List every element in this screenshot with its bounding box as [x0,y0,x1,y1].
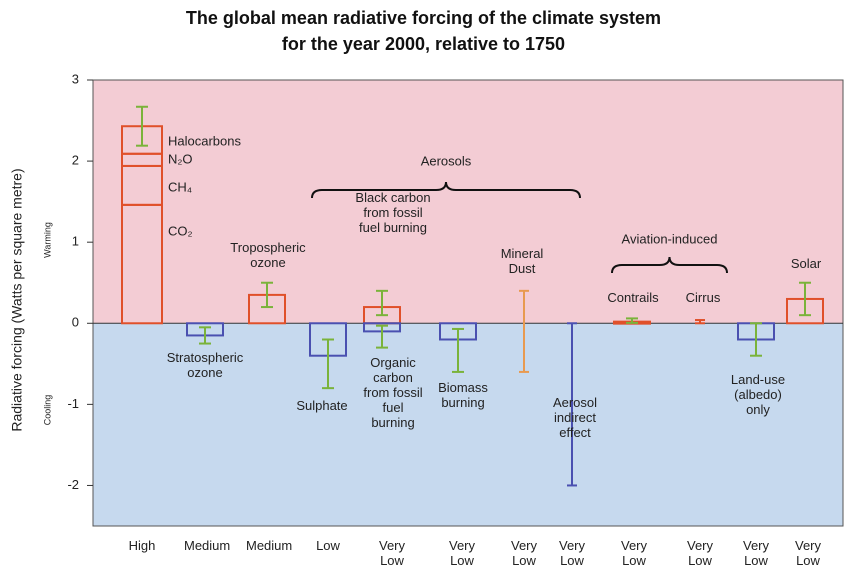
bar-label: Cirrus [685,290,721,305]
bar-label: Land-use (albedo) only [730,372,786,417]
y-tick-label: 2 [72,153,79,168]
bar-label: Aerosol indirect effect [552,395,598,440]
level-label: Very Low [742,538,769,568]
chart-title: for the year 2000, relative to 1750 [281,34,566,54]
warming-area [93,80,843,324]
level-label: Very Low [620,538,647,568]
bar-label: Organic carbon from fossil fuel burning [363,355,423,430]
level-label: Very Low [378,538,405,568]
segment-label: Halocarbons [168,133,241,148]
bar-label: Tropospheric ozone [230,240,306,270]
bar-label: Biomass burning [438,380,488,410]
level-label: High [128,538,156,553]
level-label: Very Low [510,538,537,568]
y-axis-label: Radiative forcing (Watts per square metr… [9,168,25,431]
plot-frame [92,79,844,527]
group-brace [611,256,728,274]
group-brace [311,181,581,199]
bar-label: Contrails [607,290,659,305]
segment-label: CH₄ [168,179,192,194]
warming-label: Warming [42,222,52,258]
y-tick-label: -1 [67,396,79,411]
group-label: Aerosols [421,153,472,168]
level-label: Low [316,538,340,553]
level-label: Medium [246,538,293,553]
group-label: Aviation-induced [622,231,718,246]
segment-label: N₂O [168,151,193,166]
y-tick-label: 1 [72,234,79,249]
cooling-area [93,323,843,526]
level-label: Very Low [448,538,475,568]
bar-label: Mineral Dust [500,246,544,276]
bar-label: Black carbon from fossil fuel burning [355,190,431,235]
level-label: Medium [184,538,231,553]
level-label: Very Low [686,538,713,568]
segment-label: CO₂ [168,223,193,238]
level-label: Very Low [794,538,821,568]
y-tick-label: 3 [72,71,79,86]
bar-label: Solar [790,256,822,271]
chart-title: The global mean radiative forcing of the… [185,8,662,28]
bar-label: Stratospheric ozone [166,350,244,380]
y-tick-label: 0 [72,315,79,330]
cooling-label: Cooling [42,395,52,426]
bar-label: Sulphate [296,398,348,413]
level-label: Very Low [558,538,585,568]
y-tick-label: -2 [67,477,79,492]
